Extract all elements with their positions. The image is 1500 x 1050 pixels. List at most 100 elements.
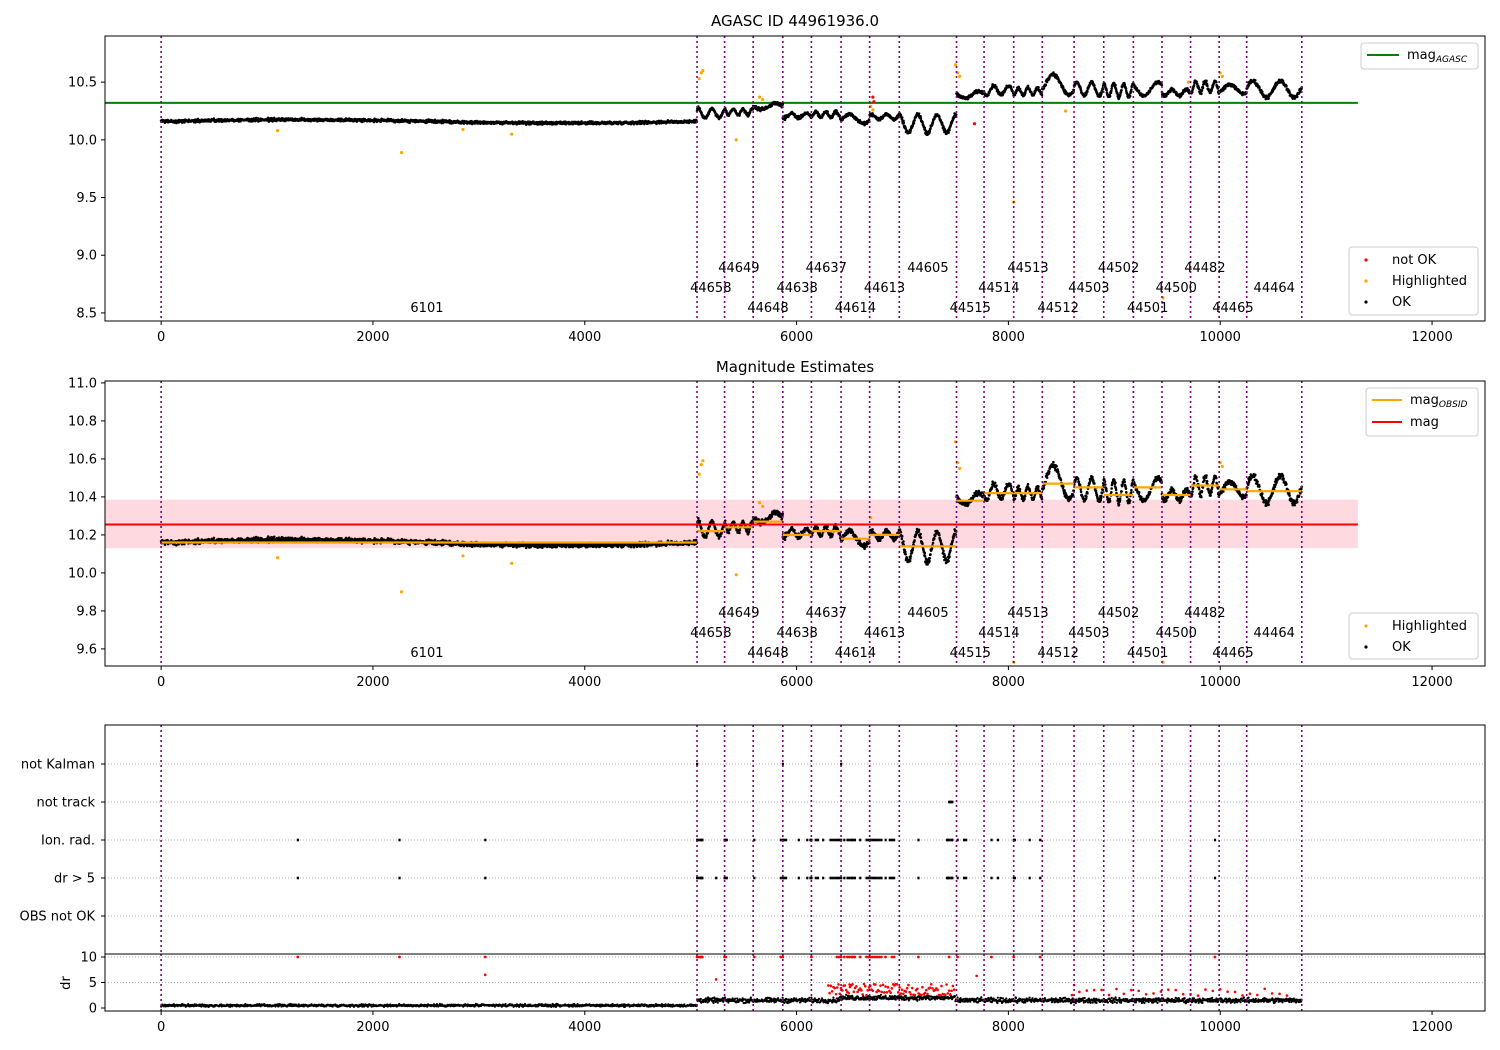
ok-point xyxy=(408,543,411,547)
ok-point xyxy=(919,114,922,118)
ok-point xyxy=(987,93,990,97)
y-tick-label: 9.5 xyxy=(76,191,97,206)
not-ok-point xyxy=(972,122,977,126)
ok-point xyxy=(1215,80,1218,84)
obsid-label: 44503 xyxy=(1068,281,1109,296)
x-tick-label: 2000 xyxy=(356,330,389,345)
y-tick-label: 8.5 xyxy=(76,306,97,321)
highlighted-point xyxy=(734,138,738,142)
ok-point xyxy=(1093,84,1096,87)
ok-point xyxy=(1200,88,1204,92)
obsid-label: 44482 xyxy=(1184,261,1225,276)
ok-point xyxy=(954,113,958,116)
ok-point xyxy=(1120,89,1123,92)
legend-ok: OK xyxy=(1392,295,1411,310)
panel1-title: AGASC ID 44961936.0 xyxy=(711,12,879,30)
ok-point xyxy=(902,121,906,125)
x-tick-label: 0 xyxy=(157,330,165,345)
not-ok-point xyxy=(871,95,875,99)
panel1-plot-area: 6101446584464944648446384463744614446134… xyxy=(105,36,1358,321)
highlighted-point xyxy=(1063,109,1068,113)
ok-point xyxy=(272,535,276,539)
obsid-label: 44613 xyxy=(864,281,905,296)
obsid-label: 44605 xyxy=(907,261,948,276)
ok-point xyxy=(1271,90,1275,93)
obsid-label: 44465 xyxy=(1212,301,1253,316)
legend-highlighted: Highlighted xyxy=(1392,274,1467,289)
panel1-legend-bottom: not OK Highlighted OK xyxy=(1348,246,1479,316)
obsid-label: 44637 xyxy=(806,261,847,276)
agasc-magnitude-panel: AGASC ID 44961936.0 6101 44658 44649 44648 4… xyxy=(68,12,1486,345)
ok-point xyxy=(1114,83,1117,87)
highlighted-point xyxy=(276,129,280,133)
ok-point xyxy=(266,116,270,120)
ok-point xyxy=(1267,97,1270,100)
obsid-label: 44649 xyxy=(718,261,759,276)
ok-point xyxy=(1086,90,1089,93)
legend-not-ok: not OK xyxy=(1392,253,1437,268)
x-tick-label: 10000 xyxy=(1200,330,1241,345)
obsid-label: 44501 xyxy=(1127,301,1168,316)
x-tick-label: 12000 xyxy=(1411,330,1452,345)
x-tick-label: 4000 xyxy=(568,330,601,345)
ok-point xyxy=(1108,94,1112,98)
ok-point xyxy=(781,102,785,106)
ok-point xyxy=(707,112,711,116)
obsid-label: 44658 xyxy=(690,281,731,296)
ok-point xyxy=(698,107,702,110)
panel2-title: Magnitude Estimates xyxy=(716,358,874,376)
highlighted-point xyxy=(953,63,958,67)
ok-point xyxy=(1072,88,1076,92)
ok-point xyxy=(1160,83,1163,87)
highlighted-point xyxy=(1220,74,1224,78)
ok-point xyxy=(1128,94,1132,98)
highlighted-point xyxy=(510,132,514,136)
highlighted-point xyxy=(399,150,404,155)
y-tick-label: 10.5 xyxy=(68,76,97,91)
highlighted-point xyxy=(1186,80,1191,84)
ok-point xyxy=(1105,88,1108,92)
ok-point xyxy=(1206,84,1209,88)
ok-point xyxy=(826,110,829,113)
ok-point xyxy=(266,535,270,538)
obsid-label: 44638 xyxy=(776,281,817,296)
ok-point xyxy=(1253,78,1257,82)
obsid-label: 44464 xyxy=(1254,281,1295,296)
ok-point xyxy=(1285,84,1288,88)
ok-point xyxy=(1040,93,1044,97)
ok-point xyxy=(919,117,923,120)
ok-point xyxy=(1110,87,1113,90)
obsid-label: 44513 xyxy=(1007,261,1048,276)
obsid-label: 44648 xyxy=(747,301,788,316)
ok-point xyxy=(929,127,932,130)
highlighted-point xyxy=(761,97,765,102)
highlighted-point xyxy=(701,69,705,73)
obsid-label: 6101 xyxy=(410,301,443,316)
obsid-label: 44500 xyxy=(1156,281,1197,296)
ok-point xyxy=(1037,86,1040,89)
highlighted-point xyxy=(461,127,465,132)
ok-point xyxy=(212,536,216,540)
highlighted-point xyxy=(697,77,701,81)
highlighted-point xyxy=(958,74,962,78)
ok-point xyxy=(1044,83,1048,87)
ok-point xyxy=(1200,92,1203,96)
ok-point xyxy=(1295,95,1299,99)
ok-point xyxy=(1130,88,1133,91)
x-tick-label: 8000 xyxy=(992,330,1025,345)
highlighted-point xyxy=(757,95,762,99)
ok-point xyxy=(1110,89,1113,93)
not-ok-point xyxy=(872,100,876,104)
obsid-label: 44514 xyxy=(978,281,1019,296)
ok-point xyxy=(1124,87,1128,90)
obsid-label: 44502 xyxy=(1098,261,1139,276)
ok-point xyxy=(917,112,921,115)
obsid-label: 44512 xyxy=(1038,301,1079,316)
ok-point xyxy=(1260,90,1264,94)
ok-point xyxy=(912,121,916,125)
ok-point xyxy=(1192,83,1196,87)
ok-point xyxy=(948,128,951,132)
y-tick-label: 9.0 xyxy=(76,249,97,264)
highlighted-point xyxy=(871,108,875,112)
